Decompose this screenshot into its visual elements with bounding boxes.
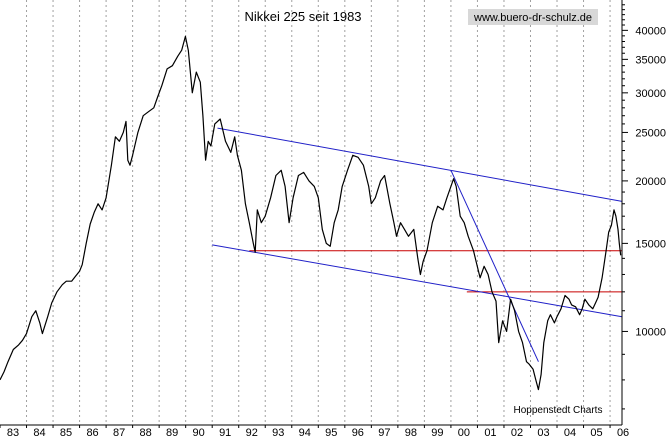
y-tick-label: 35000 — [635, 54, 666, 66]
x-tick-label: 03 — [537, 427, 549, 439]
x-tick-label: 97 — [378, 427, 390, 439]
x-tick-label: 95 — [325, 427, 337, 439]
x-tick-label: 84 — [33, 427, 45, 439]
x-tick-label: 04 — [564, 427, 576, 439]
trend-line — [450, 170, 539, 362]
x-tick-label: 92 — [246, 427, 258, 439]
grid-lines — [26, 0, 611, 425]
x-tick-label: 01 — [484, 427, 496, 439]
x-tick-label: 89 — [166, 427, 178, 439]
x-tick-label: 02 — [511, 427, 523, 439]
x-tick-label: 96 — [352, 427, 364, 439]
axes — [0, 0, 628, 428]
y-tick-label: 25000 — [635, 127, 666, 139]
credit-label: Hoppenstedt Charts — [514, 405, 603, 416]
series-group — [0, 35, 622, 391]
x-tick-label: 91 — [219, 427, 231, 439]
trend-line — [212, 244, 623, 318]
y-tick-label: 40000 — [635, 25, 666, 37]
x-tick-label: 88 — [139, 427, 151, 439]
trend-line — [217, 127, 623, 202]
x-tick-label: 05 — [590, 427, 602, 439]
trend-annotations — [212, 127, 623, 362]
y-tick-label: 30000 — [635, 88, 666, 100]
x-tick-label: 93 — [272, 427, 284, 439]
y-tick-labels: 10000 15000 20000 25000 30000 35000 40000 — [635, 25, 666, 338]
x-tick-label: 85 — [60, 427, 72, 439]
x-tick-labels: 83 84 85 86 87 88 89 90 91 92 93 94 95 96 97 98 99 00 01 02… — [7, 427, 629, 439]
y-tick-label: 10000 — [635, 326, 666, 338]
x-tick-label: 86 — [86, 427, 98, 439]
x-tick-label: 87 — [113, 427, 125, 439]
source-label-background — [468, 9, 598, 25]
nikkei-series-line — [0, 35, 622, 391]
y-tick-label: 15000 — [635, 238, 666, 250]
x-tick-label: 90 — [193, 427, 205, 439]
x-tick-label: 83 — [7, 427, 19, 439]
x-tick-label: 06 — [617, 427, 629, 439]
chart-title: Nikkei 225 seit 1983 — [244, 9, 361, 24]
x-tick-label: 98 — [405, 427, 417, 439]
y-tick-label: 20000 — [635, 176, 666, 188]
source-label: www.buero-dr-schulz.de — [473, 12, 592, 24]
x-tick-label: 99 — [431, 427, 443, 439]
x-tick-label: 94 — [299, 427, 311, 439]
x-tick-label: 00 — [458, 427, 470, 439]
